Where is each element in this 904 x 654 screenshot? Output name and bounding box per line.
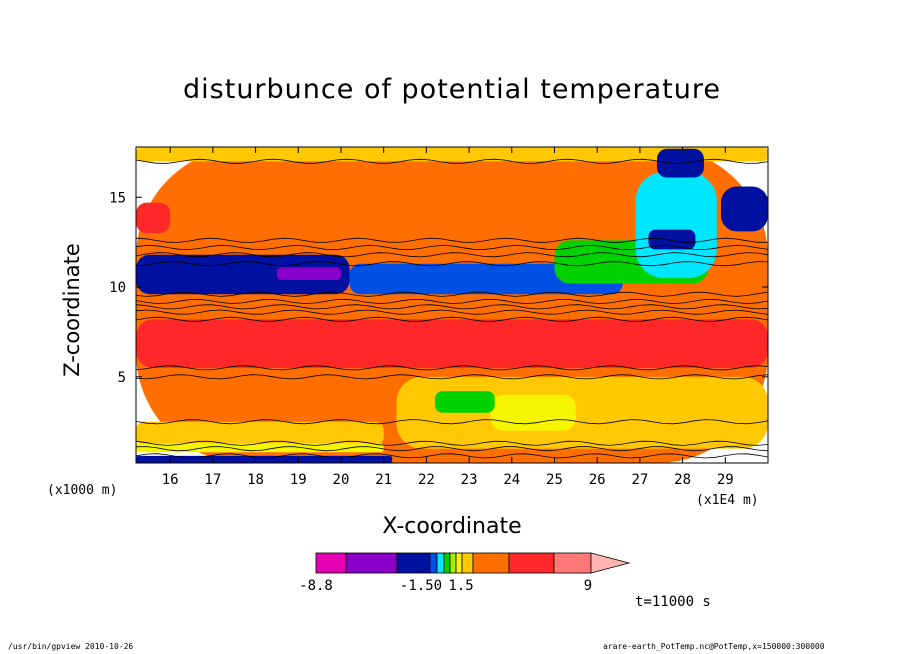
contour-line-5 [136, 365, 768, 371]
heatmap-region-13 [635, 172, 717, 279]
heatmap-region-8 [434, 391, 495, 413]
x-tick-label: 25 [546, 472, 563, 488]
heatmap-region-16 [721, 186, 768, 232]
x-tick-label: 19 [290, 472, 307, 488]
contour-line-9 [136, 298, 768, 305]
x-tick-label: 24 [503, 472, 520, 488]
x-tick-label: 20 [333, 472, 350, 488]
contour-lines [136, 158, 768, 459]
colorbar-swatch [455, 552, 463, 574]
x-axis: 16 17 18 19 20 21 22 23 24 25 26 27 28 29 [162, 147, 734, 488]
contour-line-10 [136, 291, 768, 297]
x-tick-label: 23 [461, 472, 478, 488]
colorbar-swatch [396, 552, 431, 574]
heatmap-regions [136, 147, 768, 463]
colorbar-swatch [429, 552, 438, 574]
x-tick-label: 17 [204, 472, 221, 488]
colorbar-swatch [436, 552, 445, 574]
plot-frame [135, 146, 769, 464]
colorbar-swatch [472, 552, 510, 574]
heatmap-region-5 [136, 421, 384, 446]
contour-line-4 [136, 374, 768, 380]
footer-left: /usr/bin/gpview 2010-10-26 [8, 642, 134, 651]
contour-line-8 [136, 304, 768, 310]
heatmap-region-11 [349, 263, 623, 295]
colorbar-swatch [345, 552, 398, 574]
colorbar-label: -1.50 [400, 578, 442, 594]
heatmap-region-10 [276, 267, 341, 280]
x-tick-label: 26 [589, 472, 606, 488]
y-axis-label: Z-coordinate [60, 243, 84, 377]
contour-line-13 [136, 244, 768, 251]
x-axis-label: X-coordinate [382, 514, 522, 539]
colorbar-label: 1.5 [448, 578, 473, 594]
heatmap-region-6 [136, 443, 384, 453]
footer-right: arare-earth_PotTemp.nc@PotTemp,x=150000:… [603, 642, 825, 651]
contour-line-12 [136, 252, 768, 258]
contour-line-14 [136, 237, 768, 243]
heatmap-region-2 [136, 319, 768, 368]
colorbar-swatch [461, 552, 474, 574]
colorbar-swatch [553, 552, 592, 574]
contour-line-7 [136, 309, 768, 315]
x-tick-label: 27 [631, 472, 648, 488]
colorbar-arrow [590, 552, 631, 574]
x-tick-label: 21 [375, 472, 392, 488]
time-label: t=11000 s [635, 594, 711, 610]
heatmap-region-14 [648, 229, 696, 250]
heatmap-region-4 [490, 394, 576, 431]
contour-line-0 [136, 453, 768, 459]
colorbar-swatch [508, 552, 555, 574]
y-axis: 5 10 15 [109, 190, 768, 386]
heatmap-region-1 [136, 147, 768, 162]
x-tick-label: 28 [674, 472, 691, 488]
contour-line-3 [136, 419, 768, 425]
y-tick-label: 15 [109, 190, 126, 206]
contour-line-6 [136, 316, 768, 322]
colorbar: -8.8 -1.50 1.5 9 [299, 552, 631, 594]
y-tick-label: 10 [109, 280, 126, 296]
y-tick-label: 5 [118, 370, 126, 386]
colorbar-label: 9 [584, 578, 592, 594]
x-tick-label: 18 [247, 472, 264, 488]
colorbar-swatch [315, 552, 347, 574]
x-unit-left: (x1000 m) [47, 483, 118, 498]
x-tick-label: 29 [717, 472, 734, 488]
contour-line-15 [136, 158, 768, 164]
x-tick-label: 16 [162, 472, 179, 488]
contour-line-1 [136, 446, 768, 452]
chart-title: disturbunce of potential temperature [183, 74, 721, 105]
contour-line-11 [136, 261, 768, 267]
colorbar-label: -8.8 [299, 578, 333, 594]
contour-line-2 [136, 440, 768, 446]
colorbar-swatch [449, 552, 457, 574]
heatmap-region-17 [136, 202, 171, 234]
heatmap-region-7 [136, 455, 393, 463]
colorbar-swatch [443, 552, 451, 574]
x-unit-right: (x1E4 m) [696, 493, 759, 508]
x-tick-label: 22 [418, 472, 435, 488]
